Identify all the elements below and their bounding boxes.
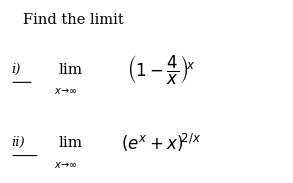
Text: $\left(1 - \dfrac{4}{x}\right)^{\!x}$: $\left(1 - \dfrac{4}{x}\right)^{\!x}$ xyxy=(127,53,195,86)
Text: $\left(e^{x} + x\right)^{\!2/x}$: $\left(e^{x} + x\right)^{\!2/x}$ xyxy=(121,132,201,154)
Text: lim: lim xyxy=(59,136,83,150)
Text: Find the limit: Find the limit xyxy=(23,13,124,27)
Text: lim: lim xyxy=(59,63,83,76)
Text: $x\!\rightarrow\!\infty$: $x\!\rightarrow\!\infty$ xyxy=(54,87,78,96)
Text: $x\!\rightarrow\!\infty$: $x\!\rightarrow\!\infty$ xyxy=(54,160,78,170)
Text: i): i) xyxy=(12,63,21,76)
Text: ii): ii) xyxy=(12,136,25,149)
